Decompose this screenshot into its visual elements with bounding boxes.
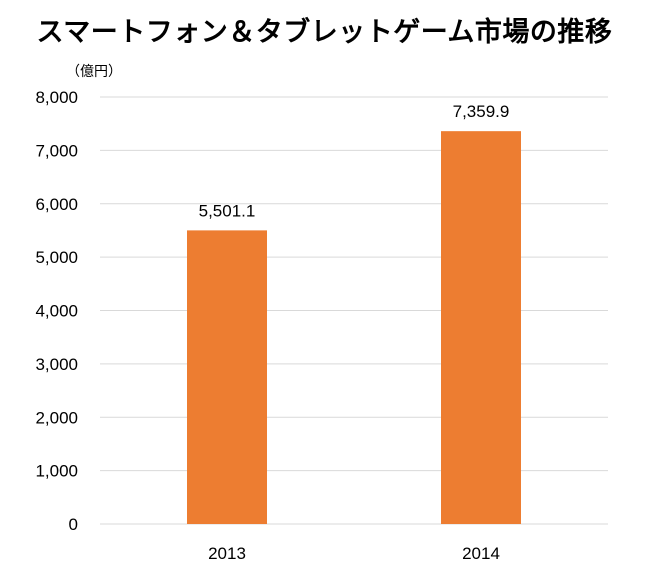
data-label: 5,501.1 bbox=[199, 201, 256, 220]
bar bbox=[441, 131, 521, 524]
y-tick-label: 3,000 bbox=[35, 355, 78, 374]
chart-title: スマートフォン＆タブレットゲーム市場の推移 bbox=[36, 17, 613, 48]
y-tick-label: 4,000 bbox=[35, 302, 78, 321]
y-tick-label: 0 bbox=[69, 515, 78, 534]
y-axis-unit-label: （億円） bbox=[66, 64, 122, 80]
y-tick-label: 8,000 bbox=[35, 88, 78, 107]
bar bbox=[187, 230, 267, 524]
data-label: 7,359.9 bbox=[453, 102, 510, 121]
y-tick-label: 5,000 bbox=[35, 248, 78, 267]
y-tick-label: 6,000 bbox=[35, 195, 78, 214]
x-tick-label: 2014 bbox=[462, 544, 500, 563]
x-tick-label: 2013 bbox=[208, 544, 246, 563]
y-tick-label: 1,000 bbox=[35, 462, 78, 481]
y-tick-label: 2,000 bbox=[35, 408, 78, 427]
y-tick-label: 7,000 bbox=[35, 141, 78, 160]
